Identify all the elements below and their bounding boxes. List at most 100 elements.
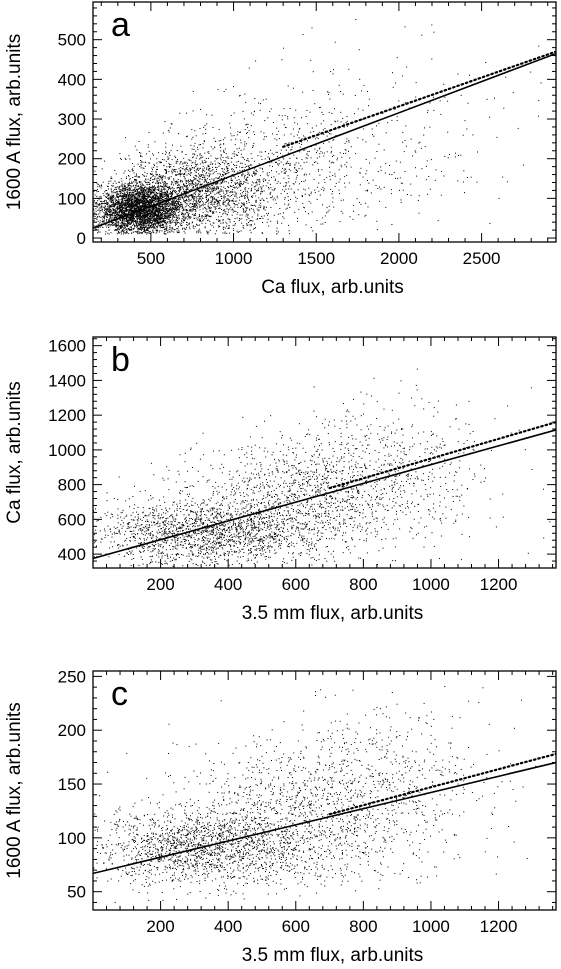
scatter-point — [141, 200, 142, 202]
scatter-point — [154, 212, 156, 214]
scatter-point — [134, 179, 135, 181]
scatter-point — [210, 173, 212, 175]
scatter-point — [136, 199, 138, 201]
scatter-point — [285, 185, 286, 187]
scatter-point — [162, 177, 164, 179]
scatter-point — [158, 197, 160, 199]
scatter-point — [145, 214, 146, 216]
scatter-point — [175, 182, 177, 184]
scatter-point — [197, 169, 199, 171]
scatter-point — [128, 209, 130, 211]
scatter-point — [163, 225, 165, 227]
scatter-point — [93, 215, 95, 217]
scatter-point — [213, 187, 215, 189]
scatter-point — [123, 188, 125, 190]
scatter-point — [156, 218, 157, 220]
scatter-point — [127, 226, 128, 228]
scatter-point — [226, 198, 228, 200]
scatter-point — [156, 223, 158, 225]
scatter-point — [165, 208, 167, 209]
scatter-point — [130, 189, 132, 191]
scatter-point — [112, 208, 114, 210]
scatter-point — [221, 168, 223, 169]
scatter-point — [127, 188, 129, 190]
scatter-point — [150, 202, 152, 204]
scatter-point — [160, 206, 162, 208]
scatter-point — [155, 209, 157, 211]
scatter-point — [194, 206, 196, 208]
scatter-point — [192, 201, 194, 203]
scatter-point — [141, 216, 143, 218]
scatter-point — [139, 192, 141, 194]
scatter-point — [175, 201, 177, 203]
scatter-point — [126, 206, 127, 208]
scatter-point — [127, 220, 129, 222]
scatter-point — [186, 167, 188, 169]
scatter-point — [121, 189, 123, 191]
scatter-point — [129, 188, 131, 190]
scatter-point — [130, 205, 132, 207]
scatter-point — [195, 171, 197, 173]
scatter-point — [153, 216, 155, 218]
scatter-point — [124, 186, 126, 188]
scatter-point — [175, 219, 177, 221]
scatter-point — [171, 203, 173, 205]
scatter-point — [164, 213, 166, 215]
scatter-point — [137, 230, 139, 232]
scatter-point — [232, 208, 233, 210]
scatter-point — [275, 178, 276, 180]
scatter-point — [222, 222, 224, 224]
scatter-point — [131, 208, 133, 210]
scatter-point — [156, 219, 158, 221]
scatter-point — [177, 161, 179, 162]
scatter-point — [129, 206, 131, 208]
scatter-point — [140, 196, 142, 198]
scatter-point — [151, 212, 153, 214]
scatter-point — [144, 191, 146, 193]
scatter-point — [139, 181, 140, 183]
scatter-point — [127, 190, 129, 191]
scatter-point — [187, 195, 189, 197]
scatter-point — [132, 195, 134, 197]
scatter-point — [97, 184, 99, 185]
scatter-point — [174, 213, 176, 215]
scatter-point — [114, 224, 116, 226]
scatter-point — [114, 204, 116, 206]
scatter-point — [130, 200, 132, 202]
scatter-point — [158, 152, 160, 154]
scatter-point — [147, 227, 149, 229]
scatter-point — [212, 204, 214, 206]
scatter-point — [119, 208, 121, 210]
scatter-point — [127, 183, 129, 185]
scatter-point — [122, 214, 124, 216]
scatter-point — [168, 207, 170, 209]
scatter-point — [148, 224, 150, 226]
scatter-point — [117, 191, 119, 193]
scatter-point — [137, 217, 139, 219]
scatter-point — [104, 213, 106, 215]
scatter-point — [187, 173, 189, 175]
scatter-point — [199, 191, 201, 193]
scatter-point — [159, 206, 161, 208]
scatter-point — [166, 210, 168, 212]
scatter-point — [162, 175, 164, 177]
scatter-point — [153, 166, 155, 168]
scatter-point — [122, 221, 123, 223]
scatter-point — [186, 221, 187, 223]
scatter-point — [207, 188, 209, 190]
scatter-point — [243, 190, 244, 192]
scatter-point — [240, 183, 241, 185]
scatter-point — [139, 152, 140, 153]
scatter-point — [167, 230, 169, 232]
scatter-point — [161, 217, 163, 218]
scatter-point — [137, 231, 139, 233]
scatter-point — [238, 160, 240, 162]
scatter-point — [187, 210, 189, 212]
scatter-point — [141, 222, 143, 224]
scatter-point — [112, 221, 114, 223]
scatter-point — [137, 176, 139, 178]
scatter-point — [103, 212, 105, 214]
scatter-point — [153, 209, 155, 211]
scatter-point — [136, 201, 138, 203]
scatter-point — [132, 218, 134, 220]
